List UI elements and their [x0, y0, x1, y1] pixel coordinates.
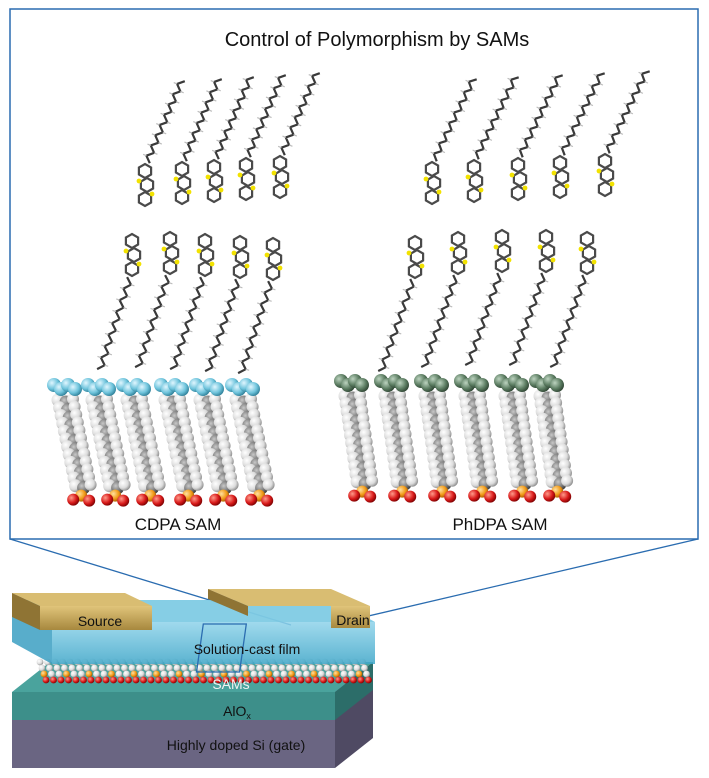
ring-core	[493, 228, 512, 274]
sam-molecule-column	[374, 374, 419, 503]
oxide-label: AlOx	[223, 703, 251, 721]
sam-molecule-column	[225, 378, 275, 507]
drain-electrode-top	[208, 589, 370, 606]
sam-molecule-column	[154, 378, 204, 507]
alkyl-chain	[474, 76, 520, 160]
figure-title: Control of Polymorphism by SAMs	[225, 29, 530, 51]
source-electrode-front	[40, 606, 152, 630]
source-label: Source	[78, 613, 123, 629]
gate-layer-side	[335, 688, 373, 768]
ring-core	[161, 230, 180, 276]
film-layer-body	[52, 622, 375, 664]
ring-core	[423, 160, 442, 206]
alkyl-chain	[605, 70, 651, 154]
sam-molecule-column	[189, 378, 239, 507]
sam-molecule-column	[454, 374, 499, 503]
phdpa-sam-spheres	[334, 374, 574, 503]
gate-label: Highly doped Si (gate)	[167, 737, 306, 753]
sam-molecule-column	[334, 374, 379, 503]
ring-core	[264, 236, 283, 282]
drain-electrode-front	[331, 606, 370, 628]
cdpa-molecular-packing	[96, 72, 321, 375]
ring-core	[465, 158, 484, 204]
phdpa-sam-label: PhDPA SAM	[452, 515, 547, 534]
zoom-line-right	[333, 538, 699, 625]
alkyl-chain	[549, 274, 587, 368]
ring-core	[578, 230, 597, 276]
cdpa-sam-spheres	[47, 378, 275, 507]
film-label: Solution-cast film	[194, 641, 301, 657]
ring-core	[537, 228, 556, 274]
sam-molecule-column	[529, 374, 574, 503]
ring-core	[205, 158, 224, 204]
sam-molecule-column	[81, 378, 131, 507]
ring-core	[509, 156, 528, 202]
device-stack: Source Drain Solution-cast film SAMs AlO…	[12, 589, 375, 768]
ring-core	[551, 154, 570, 200]
alkyl-chain	[518, 74, 564, 158]
alkyl-chain	[420, 274, 458, 368]
ring-core	[596, 152, 615, 198]
ring-core	[196, 232, 215, 278]
drain-electrode-strip	[208, 589, 248, 616]
sam-molecule-column	[47, 378, 97, 507]
ring-core	[237, 156, 256, 202]
source-electrode-side	[12, 593, 40, 630]
phdpa-molecular-packing	[377, 70, 651, 372]
ring-core	[449, 230, 468, 276]
oxide-layer-side	[335, 662, 373, 720]
cdpa-sam-label: CDPA SAM	[135, 515, 222, 534]
alkyl-chain	[560, 72, 606, 156]
ring-core	[123, 232, 142, 278]
ring-core	[406, 234, 425, 280]
alkyl-chain	[377, 278, 415, 372]
gate-layer-front	[12, 718, 335, 768]
device-zoom-box	[195, 623, 248, 673]
alkyl-chain	[432, 78, 478, 162]
source-electrode-top	[12, 593, 152, 606]
sams-label: SAMs	[212, 676, 249, 692]
ring-core	[231, 234, 250, 280]
sam-molecule-column	[494, 374, 539, 503]
ring-core	[271, 154, 290, 200]
sam-molecule-column	[116, 378, 166, 507]
alkyl-chain	[464, 272, 502, 366]
oxide-layer-front	[12, 692, 335, 720]
alkyl-chain	[508, 272, 546, 366]
sam-molecule-column	[414, 374, 459, 503]
ring-core	[173, 160, 192, 206]
ring-core	[136, 162, 155, 208]
drain-label: Drain	[336, 612, 369, 628]
